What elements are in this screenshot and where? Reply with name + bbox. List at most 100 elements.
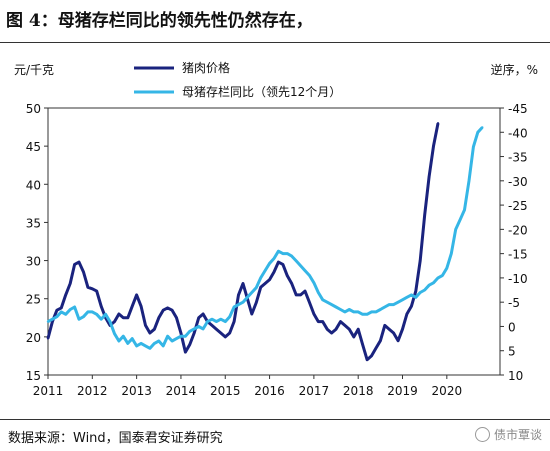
- right-axis-tick-label: -30: [508, 175, 528, 189]
- sow-inventory-point: [308, 274, 311, 277]
- sow-inventory-point: [197, 325, 200, 328]
- pork-price-point: [370, 354, 373, 358]
- sow-inventory-point: [343, 310, 347, 314]
- sow-inventory-point: [224, 320, 227, 323]
- sow-inventory-point: [383, 305, 386, 309]
- x-axis-tick-label: 2017: [299, 384, 330, 398]
- sow-inventory-point: [104, 313, 107, 316]
- pork-price-point: [427, 175, 431, 178]
- sow-inventory-point: [436, 276, 440, 280]
- sow-inventory-point: [476, 131, 479, 134]
- sow-inventory-point: [441, 274, 444, 277]
- right-axis-tick-label: -25: [508, 199, 528, 213]
- sow-inventory-point: [286, 252, 289, 255]
- pork-price-point: [175, 316, 178, 319]
- sow-inventory-point: [175, 337, 178, 340]
- sow-inventory-point: [427, 284, 431, 287]
- sow-inventory-point: [55, 315, 59, 318]
- right-axis-tick-label: -35: [508, 151, 528, 165]
- sow-inventory-point: [77, 318, 81, 321]
- pork-price-point: [286, 274, 289, 277]
- pork-price-point: [290, 282, 293, 285]
- sow-inventory-point: [450, 252, 453, 255]
- pork-price-point: [224, 335, 227, 339]
- pork-price-point: [312, 312, 316, 316]
- sow-inventory-point: [179, 335, 183, 338]
- pork-price-point: [60, 306, 63, 310]
- pork-price-point: [361, 343, 364, 346]
- pork-price-point: [100, 305, 103, 308]
- sow-inventory-point: [131, 337, 134, 340]
- sow-inventory-point: [295, 259, 298, 263]
- pork-price-point: [197, 316, 200, 319]
- sow-inventory-point: [237, 303, 240, 306]
- pork-price-point: [365, 358, 369, 361]
- pork-price-point: [210, 324, 214, 327]
- sow-inventory-point: [100, 318, 103, 321]
- sow-inventory-point: [246, 296, 249, 299]
- pork-price-point: [423, 213, 426, 216]
- pork-price-point: [184, 350, 187, 354]
- pork-price-point: [259, 286, 262, 289]
- legend-label-sow-inventory: 母猪存栏同比（领先12个月）: [182, 84, 341, 99]
- pork-price-point: [144, 324, 147, 327]
- sow-inventory-point: [396, 301, 400, 304]
- sow-inventory-point: [472, 145, 475, 148]
- right-axis-tick-label: -45: [508, 102, 528, 116]
- pork-price-point: [277, 260, 280, 264]
- sow-inventory-point: [95, 313, 98, 316]
- legend-label-pork-price: 猪肉价格: [182, 60, 230, 75]
- bottom-rule: [0, 419, 550, 420]
- sow-inventory-point: [232, 305, 236, 309]
- pork-price-point: [237, 293, 240, 297]
- pork-price-point: [201, 312, 205, 316]
- x-axis-tick-label: 2018: [343, 384, 374, 398]
- sow-inventory-point: [334, 305, 338, 309]
- pork-price-point: [157, 316, 160, 319]
- right-axis-tick-label: -20: [508, 223, 528, 237]
- sow-inventory-point: [321, 298, 324, 301]
- sow-inventory-point: [361, 313, 364, 316]
- pork-price-point: [193, 331, 196, 335]
- sow-inventory-point: [157, 339, 160, 343]
- wechat-icon: [474, 427, 490, 442]
- sow-inventory-point: [463, 208, 466, 212]
- sow-inventory-point: [458, 218, 462, 221]
- sow-inventory-point: [82, 315, 85, 318]
- sow-inventory-point: [46, 320, 50, 323]
- sow-inventory-point: [330, 303, 333, 306]
- chart-series: [46, 122, 484, 362]
- left-axis-tick-label: 15: [26, 369, 41, 383]
- pork-price-point: [330, 331, 333, 335]
- pork-price-point: [170, 309, 174, 312]
- sow-inventory-point: [405, 296, 409, 299]
- right-axis-tick-label: -5: [508, 296, 520, 310]
- left-axis-tick-label: 20: [26, 331, 41, 345]
- pork-price-point: [268, 278, 271, 281]
- sow-inventory-point: [339, 308, 342, 311]
- plot-frame: [47, 107, 501, 376]
- pork-price-point: [317, 320, 320, 323]
- series-line-sow-inventory: [47, 126, 484, 350]
- sow-inventory-point: [317, 291, 320, 294]
- sow-inventory-point: [122, 335, 125, 338]
- pork-price-point: [405, 312, 409, 316]
- figure-title: 图 4：母猪存栏同比的领先性仍然存在，: [6, 11, 313, 31]
- pork-price-point: [263, 282, 267, 285]
- sow-inventory-point: [69, 308, 72, 311]
- sow-inventory-point: [60, 310, 63, 314]
- pork-price-point: [241, 282, 245, 285]
- pork-price-point: [166, 306, 169, 310]
- sow-inventory-point: [210, 318, 214, 321]
- sow-inventory-point: [388, 303, 391, 306]
- x-axis-tick-label: 2013: [121, 384, 152, 398]
- sow-inventory-point: [312, 281, 316, 284]
- pork-price-point: [228, 331, 231, 335]
- pork-price-point: [117, 312, 121, 316]
- right-axis-unit-label: 逆序，%: [491, 62, 538, 77]
- pork-price-point: [162, 309, 165, 312]
- left-axis-tick-label: 25: [26, 293, 41, 307]
- sow-inventory-point: [73, 305, 76, 309]
- sow-inventory-point: [379, 308, 382, 311]
